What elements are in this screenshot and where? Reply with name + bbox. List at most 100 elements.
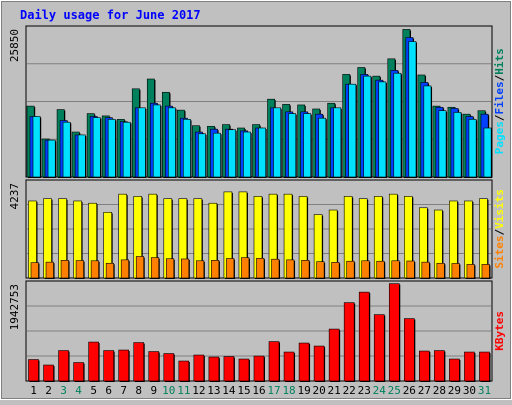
sites-bar: [120, 259, 129, 279]
chart-panels: 25850Pages/Files/Hits4237Sites/Visits194…: [8, 25, 506, 382]
x-tick-label: 13: [207, 384, 220, 397]
x-tick-label: 18: [282, 384, 295, 397]
x-tick-label: 23: [358, 384, 371, 397]
legend-entry: /: [493, 228, 506, 235]
kbytes-bar: [58, 350, 69, 382]
sites-bar: [421, 261, 430, 279]
sites-bar: [361, 260, 370, 279]
pages-bar: [348, 83, 357, 178]
sites-bar: [346, 260, 355, 279]
kbytes-bar: [88, 341, 99, 382]
y-axis-max-label-3: 1942753: [8, 284, 21, 330]
x-tick-label: 24: [373, 384, 387, 397]
pages-bar: [183, 119, 191, 178]
pages-bar: [303, 113, 312, 178]
kbytes-bar: [163, 353, 175, 382]
sites-bar: [181, 258, 190, 279]
legend-2: Sites/Visits: [493, 189, 506, 269]
sites-bar: [90, 260, 99, 279]
x-tick-label: 27: [418, 384, 431, 397]
legend-entry: /: [493, 114, 506, 121]
sites-bar: [196, 260, 205, 279]
kbytes-bar: [449, 358, 460, 382]
sites-bar: [150, 257, 160, 279]
kbytes-bar: [298, 342, 310, 382]
pages-bar: [167, 107, 176, 178]
outer-frame-shadow: [1, 1, 511, 399]
legend-entry: KBytes: [493, 311, 506, 351]
sites-bar: [436, 262, 445, 279]
kbytes-bar: [464, 351, 475, 382]
legend-entry: Hits: [493, 48, 506, 75]
pages-bar: [228, 129, 236, 178]
pages-bar: [273, 107, 282, 178]
pages-bar: [122, 121, 131, 178]
pages-bar: [288, 113, 297, 178]
x-tick-label: 25: [388, 384, 401, 397]
legend-entry: Visits: [493, 189, 506, 229]
kbytes-bar: [328, 328, 340, 382]
kbytes-bar: [343, 302, 355, 382]
x-tick-label: 30: [463, 384, 476, 397]
kbytes-bar: [313, 345, 325, 382]
x-tick-label: 12: [192, 384, 205, 397]
sites-bar: [481, 264, 490, 279]
sites-bar: [376, 260, 385, 279]
kbytes-bar: [404, 318, 415, 382]
sites-bar: [256, 257, 265, 279]
kbytes-bar: [419, 350, 430, 382]
x-tick-label: 4: [75, 384, 82, 397]
x-tick-label: 15: [237, 384, 250, 397]
sites-bar: [135, 256, 145, 279]
x-tick-label: 11: [177, 384, 190, 397]
sites-bar: [226, 258, 235, 279]
pages-bar: [258, 127, 266, 178]
kbytes-bar: [238, 358, 250, 382]
sites-bar: [75, 260, 84, 279]
legend-3: KBytes: [493, 311, 506, 351]
x-tick-label: 19: [297, 384, 310, 397]
kbytes-bar: [283, 351, 295, 382]
x-tick-label: 17: [267, 384, 280, 397]
sites-bar: [211, 260, 220, 279]
pages-bar: [107, 119, 116, 178]
x-tick-label: 6: [105, 384, 112, 397]
kbytes-bar: [373, 314, 385, 382]
x-tick-label: 5: [90, 384, 97, 397]
x-tick-label: 29: [448, 384, 461, 397]
x-tick-label: 7: [120, 384, 127, 397]
chart-title: Daily usage for June 2017: [20, 8, 201, 22]
pages-bar: [47, 139, 56, 178]
sites-bar: [316, 261, 325, 279]
kbytes-bar: [388, 283, 400, 382]
kbytes-bar: [133, 342, 145, 382]
sites-bar: [286, 259, 295, 279]
kbytes-bar: [479, 351, 490, 382]
kbytes-bar: [73, 362, 84, 382]
x-tick-label: 28: [433, 384, 446, 397]
kbytes-bar: [193, 354, 205, 382]
sites-bar: [105, 262, 114, 279]
x-tick-label: 31: [478, 384, 491, 397]
kbytes-bar: [268, 341, 280, 382]
legend-entry: /: [493, 74, 506, 81]
x-tick-label: 10: [162, 384, 175, 397]
sites-bar: [331, 262, 340, 279]
pages-bar: [408, 41, 417, 178]
sites-bar: [391, 260, 400, 279]
x-tick-label: 26: [403, 384, 416, 397]
y-axis-max-label-2: 4237: [8, 183, 21, 210]
legend-1: Pages/Files/Hits: [493, 48, 506, 154]
pages-bar: [438, 110, 447, 178]
pages-bar: [453, 112, 462, 178]
pages-bar: [363, 75, 372, 178]
sites-bar: [30, 262, 39, 279]
kbytes-bar: [28, 359, 39, 382]
sites-bar: [241, 257, 250, 279]
pages-bar: [152, 104, 161, 178]
sites-bar: [466, 264, 475, 279]
legend-entry: Pages: [493, 121, 506, 154]
sites-bar: [60, 260, 69, 279]
pages-bar: [243, 131, 251, 178]
